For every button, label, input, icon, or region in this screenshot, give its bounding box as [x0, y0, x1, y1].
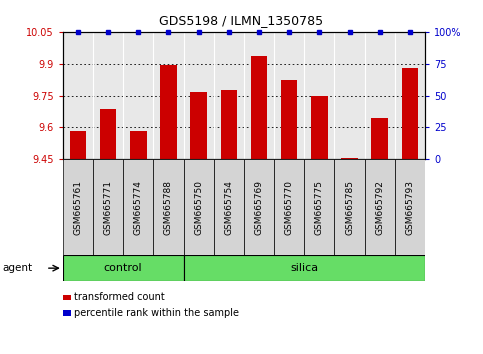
FancyBboxPatch shape	[365, 159, 395, 255]
Text: GSM665788: GSM665788	[164, 179, 173, 235]
Text: GSM665770: GSM665770	[284, 179, 294, 235]
Text: transformed count: transformed count	[74, 292, 165, 302]
Text: percentile rank within the sample: percentile rank within the sample	[74, 308, 240, 318]
FancyBboxPatch shape	[244, 159, 274, 255]
Bar	[402, 68, 418, 159]
Text: GSM665761: GSM665761	[73, 179, 83, 235]
Bar	[221, 90, 237, 159]
FancyBboxPatch shape	[184, 255, 425, 281]
Bar	[281, 80, 298, 159]
FancyBboxPatch shape	[63, 159, 93, 255]
Text: GSM665750: GSM665750	[194, 179, 203, 235]
Text: agent: agent	[2, 263, 32, 273]
Bar	[130, 131, 146, 159]
FancyBboxPatch shape	[274, 159, 304, 255]
Bar	[341, 158, 358, 159]
Bar	[190, 92, 207, 159]
Bar	[371, 118, 388, 159]
Text: GSM665769: GSM665769	[255, 179, 264, 235]
Text: GSM665785: GSM665785	[345, 179, 354, 235]
FancyBboxPatch shape	[93, 159, 123, 255]
Text: GSM665775: GSM665775	[315, 179, 324, 235]
Bar	[100, 109, 116, 159]
Text: GSM665774: GSM665774	[134, 179, 143, 235]
Text: GSM665793: GSM665793	[405, 179, 414, 235]
FancyBboxPatch shape	[213, 159, 244, 255]
FancyBboxPatch shape	[123, 159, 154, 255]
FancyBboxPatch shape	[154, 159, 184, 255]
Text: GSM665771: GSM665771	[103, 179, 113, 235]
Text: GSM665792: GSM665792	[375, 179, 384, 235]
FancyBboxPatch shape	[395, 159, 425, 255]
FancyBboxPatch shape	[63, 255, 184, 281]
Text: silica: silica	[290, 263, 318, 273]
Text: GSM665754: GSM665754	[224, 179, 233, 235]
Bar	[70, 131, 86, 159]
Bar	[251, 56, 267, 159]
FancyBboxPatch shape	[334, 159, 365, 255]
FancyBboxPatch shape	[184, 159, 213, 255]
FancyBboxPatch shape	[304, 159, 334, 255]
Text: GDS5198 / ILMN_1350785: GDS5198 / ILMN_1350785	[159, 14, 324, 27]
Text: control: control	[104, 263, 142, 273]
Bar	[311, 96, 327, 159]
Bar	[160, 65, 177, 159]
